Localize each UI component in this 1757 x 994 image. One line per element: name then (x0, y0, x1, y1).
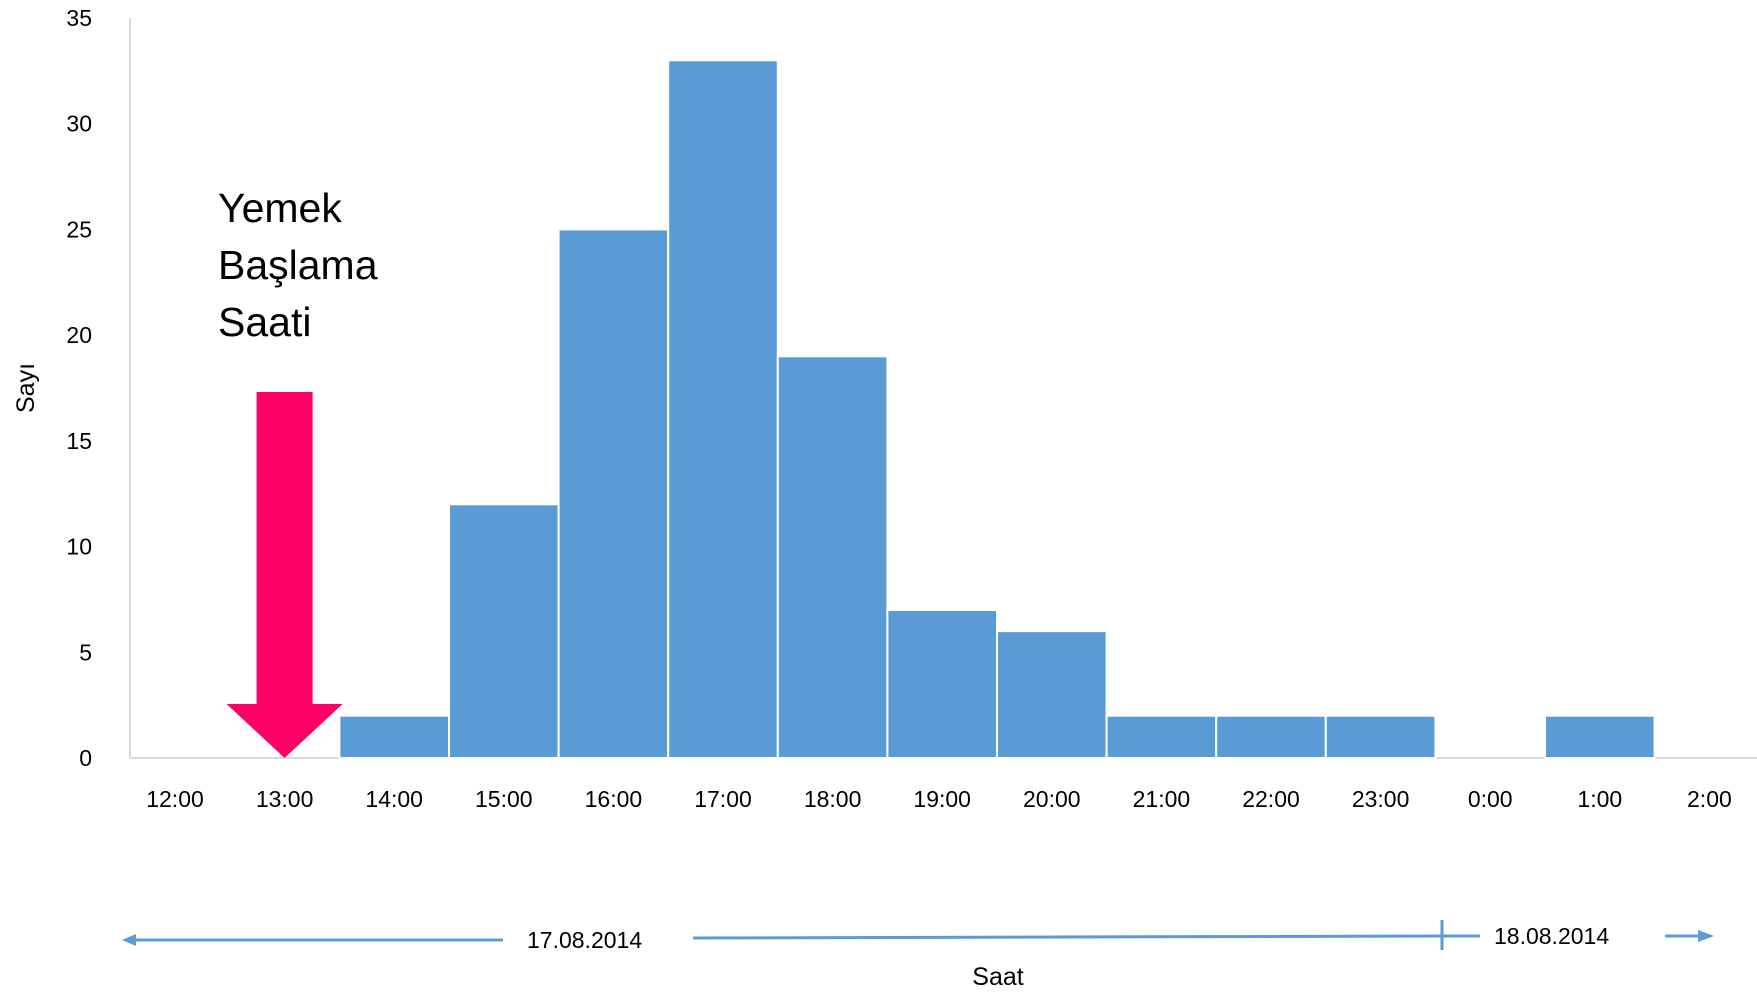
histogram-bar (776, 355, 889, 759)
right-arrow-icon (1698, 930, 1714, 942)
date-line-middle (692, 934, 1443, 940)
histogram-bar (1105, 714, 1218, 760)
x-tick-label: 0:00 (1468, 786, 1513, 812)
histogram-bar (338, 714, 450, 760)
histogram-bar (1544, 714, 1656, 760)
y-tick-label: 25 (66, 216, 92, 242)
date-label-17-08-2014: 17.08.2014 (527, 927, 642, 953)
left-arrow-icon (122, 934, 136, 946)
histogram-bar (448, 503, 560, 759)
x-tick-label: 1:00 (1577, 786, 1622, 812)
histogram-bar (996, 630, 1108, 760)
x-tick-label: 16:00 (585, 786, 643, 812)
annotation-line-1: Yemek (218, 185, 342, 231)
x-axis-ticks: 12:00 13:00 14:00 15:00 16:00 17:00 18:00 19:00… (146, 786, 1732, 812)
x-tick-label: 15:00 (475, 786, 533, 812)
y-axis-ticks: 0 5 10 15 20 25 30 35 (66, 5, 92, 771)
x-tick-label: 21:00 (1133, 786, 1191, 812)
annotation-line-2: Başlama (218, 242, 378, 288)
x-tick-label: 20:00 (1023, 786, 1081, 812)
x-tick-label: 13:00 (256, 786, 314, 812)
x-tick-label: 19:00 (913, 786, 971, 812)
histogram-bar (1215, 714, 1327, 760)
y-tick-label: 20 (66, 322, 92, 348)
x-tick-label: 23:00 (1352, 786, 1410, 812)
x-axis-title: Saat (972, 963, 1023, 991)
x-tick-label: 14:00 (365, 786, 423, 812)
y-tick-label: 0 (79, 745, 92, 771)
x-tick-label: 17:00 (694, 786, 752, 812)
annotation-line-3: Saati (218, 299, 311, 345)
y-tick-label: 10 (66, 534, 92, 560)
x-tick-label: 22:00 (1242, 786, 1300, 812)
y-axis-title: Sayı (12, 363, 40, 413)
date-range-17-08-2014: 17.08.2014 (122, 920, 1444, 953)
x-tick-label: 18:00 (804, 786, 862, 812)
y-tick-label: 5 (79, 639, 92, 665)
meal-start-arrow-icon (226, 392, 343, 758)
x-tick-label: 12:00 (146, 786, 204, 812)
histogram-bar (886, 609, 999, 759)
y-tick-label: 15 (66, 428, 92, 454)
date-range-18-08-2014: 18.08.2014 (1442, 923, 1714, 949)
date-label-18-08-2014: 18.08.2014 (1494, 923, 1609, 949)
y-tick-label: 35 (66, 5, 92, 31)
y-tick-label: 30 (66, 111, 92, 137)
x-tick-label: 2:00 (1687, 786, 1732, 812)
bars-group (338, 59, 1656, 760)
histogram-bar (667, 59, 779, 760)
histogram-bar (1324, 714, 1437, 760)
histogram-bar (557, 228, 670, 759)
